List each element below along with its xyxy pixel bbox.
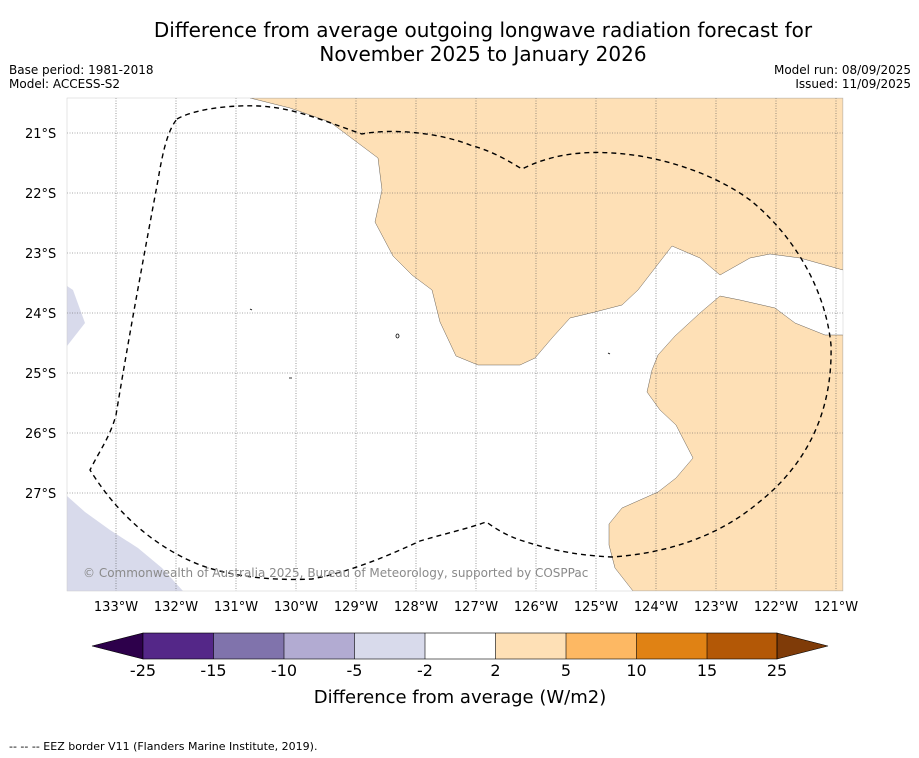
lon-label-127w: 127°W xyxy=(454,600,498,615)
colorbar-bin-8 xyxy=(636,633,707,659)
colorbar-tick-5: -2 xyxy=(417,661,433,680)
map-area: © Commonwealth of Australia 2025, Bureau… xyxy=(67,98,843,591)
lon-label-123w: 123°W xyxy=(694,600,738,615)
colorbar-bin-2 xyxy=(213,633,284,659)
colorbar-frame xyxy=(142,632,778,660)
lon-label-124w: 124°W xyxy=(634,600,678,615)
lat-label-23s: 23°S xyxy=(25,247,56,262)
colorbar-bin-1 xyxy=(143,633,214,659)
meta-right: Model run: 08/09/2025 Issued: 11/09/2025 xyxy=(774,63,911,91)
orange-region-north xyxy=(249,98,843,366)
colorbar-tick-3: -10 xyxy=(271,661,297,680)
graticule xyxy=(67,98,843,591)
small-islands xyxy=(249,308,611,379)
colorbar-tick-10: 25 xyxy=(767,661,787,680)
lon-label-128w: 128°W xyxy=(394,600,438,615)
lat-label-22s: 22°S xyxy=(25,187,56,202)
issued-date: Issued: 11/09/2025 xyxy=(795,77,911,91)
colorbar-bin-4 xyxy=(354,633,425,659)
colorbar-tick-1: -25 xyxy=(130,661,156,680)
map-frame xyxy=(66,97,844,592)
colorbar-ticks: -25 -15 -10 -5 -2 2 5 10 15 25 xyxy=(130,661,787,680)
colorbar-bin-5 xyxy=(425,633,496,659)
lon-label-122w: 122°W xyxy=(754,600,798,615)
lat-label-26s: 26°S xyxy=(25,427,56,442)
colorbar-extend-high xyxy=(776,632,829,660)
latitude-labels: 21°S 22°S 23°S 24°S 25°S 26°S 27°S xyxy=(25,127,56,502)
lon-label-126w: 126°W xyxy=(514,600,558,615)
lat-label-21s: 21°S xyxy=(25,127,56,142)
purple-region-southwest xyxy=(67,496,183,591)
map-title: Difference from average outgoing longwav… xyxy=(0,18,919,66)
colorbar-tick-7: 5 xyxy=(561,661,571,680)
colorbar-tick-8: 10 xyxy=(626,661,646,680)
footer-eez-note: -- -- -- EEZ border V11 (Flanders Marine… xyxy=(9,740,318,753)
colorbar-tick-4: -5 xyxy=(347,661,363,680)
lon-label-130w: 130°W xyxy=(274,600,318,615)
title-line-1: Difference from average outgoing longwav… xyxy=(153,18,813,42)
colorbar-tick-2: -15 xyxy=(200,661,226,680)
title-line-2: November 2025 to January 2026 xyxy=(319,42,647,66)
model-name: Model: ACCESS-S2 xyxy=(9,77,121,91)
purple-region-west xyxy=(67,286,85,346)
colorbar-title: Difference from average (W/m2) xyxy=(314,687,606,708)
colorbar-dividers xyxy=(213,633,708,659)
lon-label-121w: 121°W xyxy=(814,600,858,615)
lon-label-133w: 133°W xyxy=(94,600,138,615)
lon-label-131w: 131°W xyxy=(214,600,258,615)
lat-label-25s: 25°S xyxy=(25,367,56,382)
longitude-labels: 133°W 132°W 131°W 130°W 129°W 128°W 127°… xyxy=(94,600,858,615)
lon-label-129w: 129°W xyxy=(334,600,378,615)
colorbar-extend-low xyxy=(91,632,144,660)
colorbar-bin-7 xyxy=(566,633,637,659)
meta-left: Base period: 1981-2018 Model: ACCESS-S2 xyxy=(9,63,154,91)
colorbar: -25 -15 -10 -5 -2 2 5 10 15 25 Differenc… xyxy=(91,632,829,708)
model-run: Model run: 08/09/2025 xyxy=(773,63,911,77)
colorbar-tick-6: 2 xyxy=(490,661,500,680)
colorbar-bin-6 xyxy=(495,633,566,659)
lon-label-125w: 125°W xyxy=(574,600,618,615)
copyright-notice: © Commonwealth of Australia 2025, Bureau… xyxy=(83,566,588,580)
lat-label-27s: 27°S xyxy=(25,487,56,502)
colorbar-bin-9 xyxy=(707,633,777,659)
lat-label-24s: 24°S xyxy=(25,307,56,322)
orange-region-south xyxy=(608,295,843,591)
colorbar-bin-3 xyxy=(284,633,355,659)
base-period: Base period: 1981-2018 xyxy=(9,63,154,77)
lon-label-132w: 132°W xyxy=(154,600,198,615)
eez-border xyxy=(89,105,832,581)
colorbar-tick-9: 15 xyxy=(697,661,717,680)
